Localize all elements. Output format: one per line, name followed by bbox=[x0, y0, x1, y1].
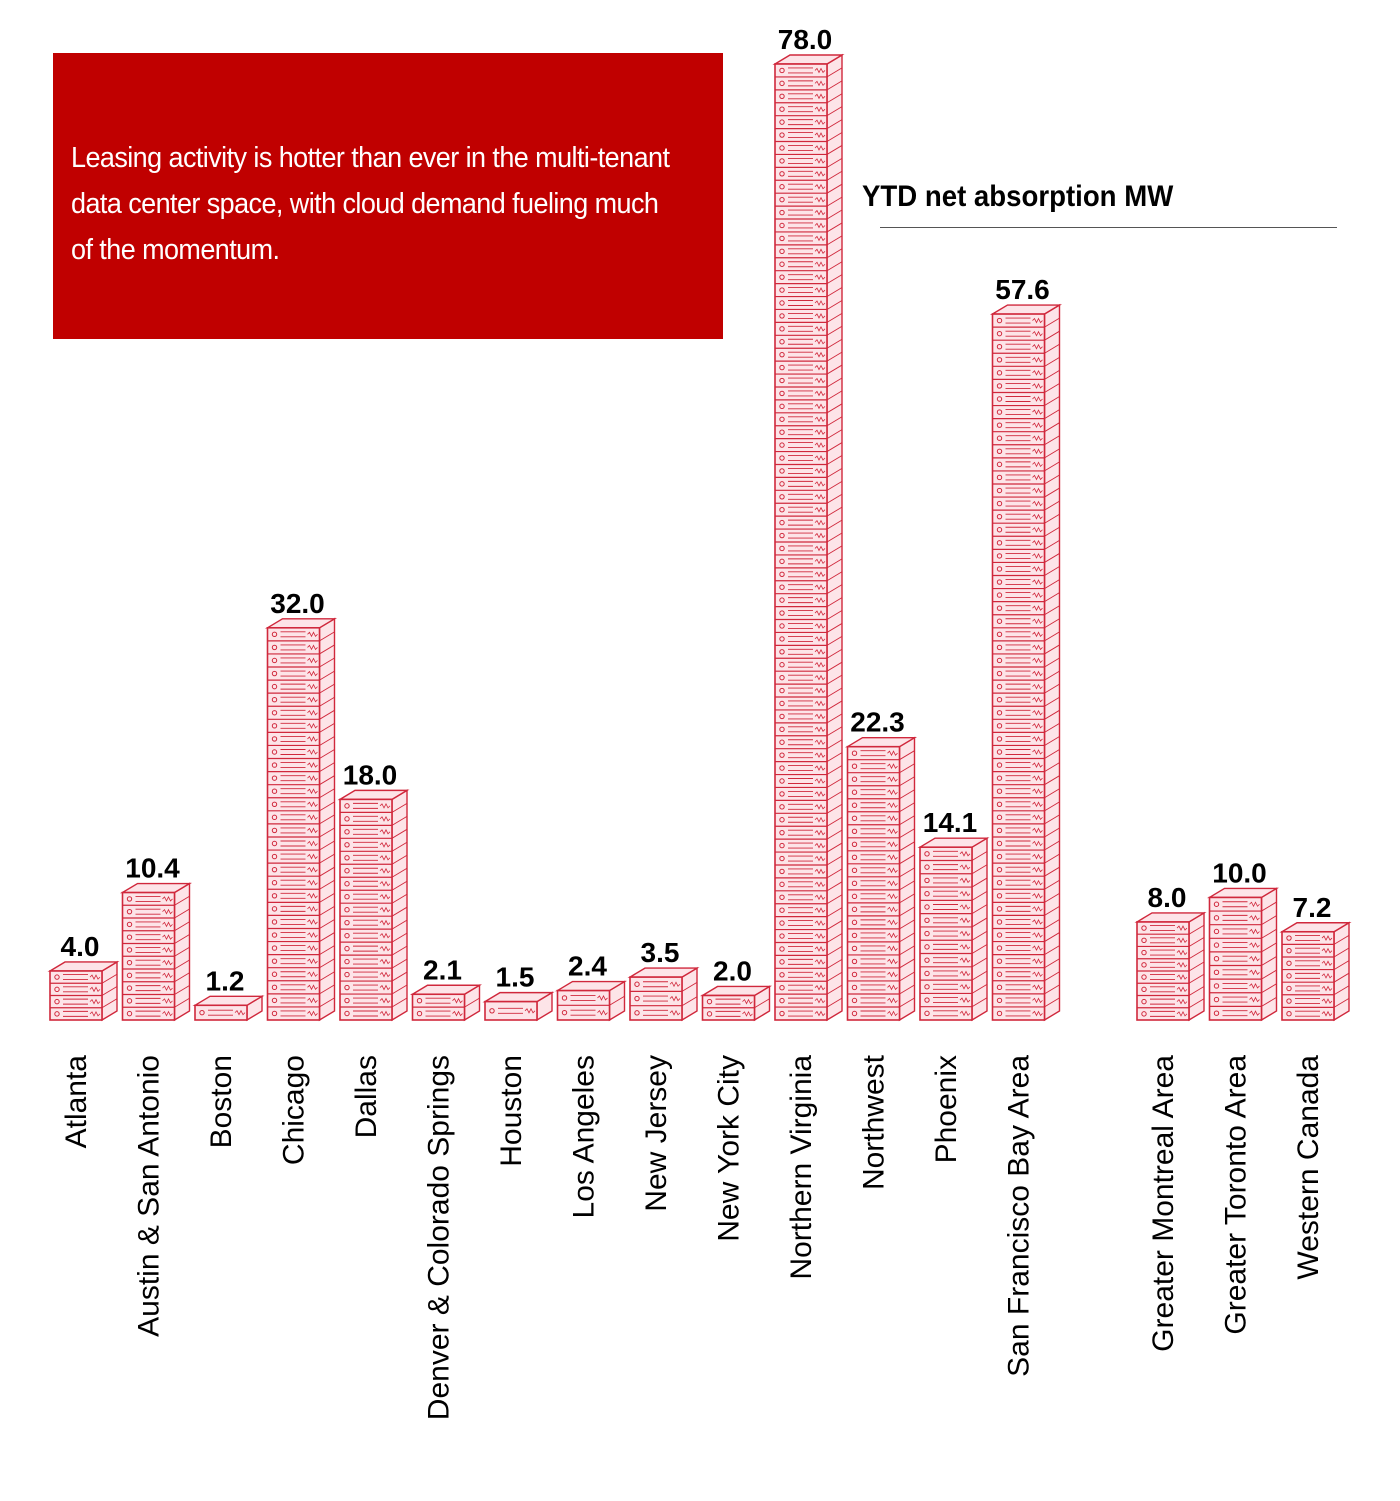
value-label-northwest: 22.3 bbox=[850, 707, 905, 738]
category-label-dallas: Dallas bbox=[350, 1055, 383, 1138]
callout-box: Leasing activity is hotter than ever in … bbox=[53, 53, 723, 339]
value-label-phoenix: 14.1 bbox=[923, 807, 978, 838]
bar-northwest bbox=[844, 736, 918, 1022]
value-label-greater-montreal-area: 8.0 bbox=[1148, 882, 1187, 913]
category-label-phoenix: Phoenix bbox=[930, 1055, 963, 1163]
bar-greater-montreal-area bbox=[1134, 911, 1207, 1022]
category-label-new-york-city: New York City bbox=[713, 1055, 746, 1242]
bar-boston bbox=[192, 995, 265, 1022]
chart-title: YTD net absorption MW bbox=[862, 180, 1174, 213]
category-label-new-jersey: New Jersey bbox=[640, 1055, 673, 1212]
bar-chicago bbox=[264, 617, 338, 1022]
category-label-northern-virginia: Northern Virginia bbox=[785, 1055, 818, 1280]
category-label-denver-colorado-springs: Denver & Colorado Springs bbox=[423, 1055, 456, 1420]
value-label-western-canada: 7.2 bbox=[1293, 892, 1332, 923]
value-label-los-angeles: 2.4 bbox=[568, 951, 607, 982]
value-label-atlanta: 4.0 bbox=[61, 931, 100, 962]
category-label-northwest: Northwest bbox=[858, 1054, 891, 1190]
value-label-boston: 1.2 bbox=[206, 965, 245, 996]
category-label-greater-montreal-area: Greater Montreal Area bbox=[1147, 1055, 1180, 1352]
category-label-houston: Houston bbox=[495, 1055, 528, 1167]
bar-dallas bbox=[337, 789, 410, 1022]
title-underline bbox=[880, 227, 1337, 228]
bar-new-jersey bbox=[627, 966, 700, 1022]
value-label-northern-virginia: 78.0 bbox=[778, 24, 833, 55]
category-label-los-angeles: Los Angeles bbox=[568, 1055, 601, 1218]
value-label-denver-colorado-springs: 2.1 bbox=[423, 954, 462, 985]
value-label-greater-toronto-area: 10.0 bbox=[1212, 857, 1267, 888]
value-label-new-jersey: 3.5 bbox=[641, 937, 680, 968]
category-label-san-francisco-bay-area: San Francisco Bay Area bbox=[1003, 1055, 1036, 1377]
value-label-san-francisco-bay-area: 57.6 bbox=[995, 274, 1050, 305]
bar-austin-san-antonio bbox=[119, 882, 193, 1022]
bar-northern-virginia bbox=[772, 53, 845, 1022]
category-label-atlanta: Atlanta bbox=[60, 1055, 93, 1149]
value-label-chicago: 32.0 bbox=[270, 588, 325, 619]
category-label-western-canada: Western Canada bbox=[1292, 1055, 1325, 1280]
category-label-austin-san-antonio: Austin & San Antonio bbox=[133, 1055, 166, 1337]
value-label-houston: 1.5 bbox=[496, 962, 535, 993]
value-label-dallas: 18.0 bbox=[343, 759, 398, 790]
category-label-greater-toronto-area: Greater Toronto Area bbox=[1220, 1055, 1253, 1335]
category-label-chicago: Chicago bbox=[278, 1055, 311, 1165]
bar-new-york-city bbox=[699, 985, 773, 1022]
bar-san-francisco-bay-area bbox=[989, 303, 1063, 1022]
bar-western-canada bbox=[1279, 921, 1352, 1022]
value-label-new-york-city: 2.0 bbox=[713, 955, 752, 986]
bar-houston bbox=[482, 991, 555, 1022]
bar-los-angeles bbox=[554, 980, 628, 1022]
bar-greater-toronto-area bbox=[1206, 887, 1280, 1022]
bar-phoenix bbox=[917, 836, 990, 1022]
callout-text: Leasing activity is hotter than ever in … bbox=[71, 142, 670, 266]
category-label-boston: Boston bbox=[205, 1055, 238, 1148]
value-label-austin-san-antonio: 10.4 bbox=[125, 853, 180, 884]
bar-denver-colorado-springs bbox=[409, 984, 483, 1022]
bar-atlanta bbox=[47, 960, 120, 1022]
